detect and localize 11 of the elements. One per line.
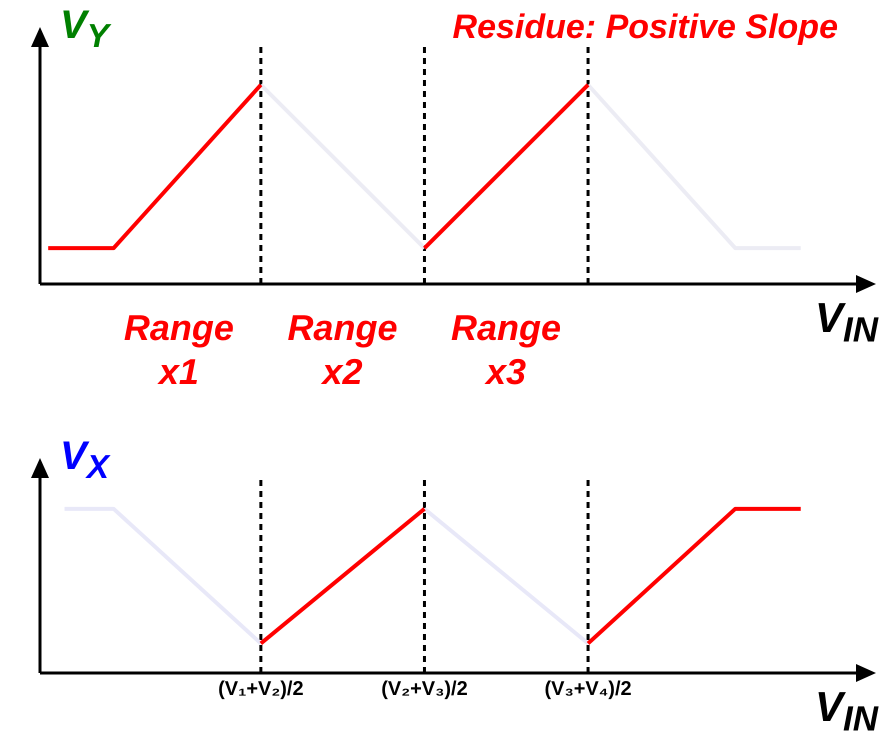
x-tick-label: (V₃+V₄)/2 (544, 678, 632, 700)
x-axis-title: V$_{IN}$ (814, 683, 878, 740)
text: Range x2 (286, 306, 398, 394)
x-tick-label: (V₂+V₃)/2 (381, 678, 468, 700)
x-tick-label: (V₁+V₂)/2 (218, 678, 304, 700)
text: Range x1 (122, 306, 235, 394)
y-axis-title: V$_{X}$ (60, 434, 109, 487)
chart-title: Residue: Positive Slope (452, 8, 838, 47)
text: Range x3 (450, 306, 562, 394)
y-axis-title: V$_{Y}$ (60, 3, 109, 56)
x-axis-title: V$_{IN}$ (814, 294, 878, 352)
